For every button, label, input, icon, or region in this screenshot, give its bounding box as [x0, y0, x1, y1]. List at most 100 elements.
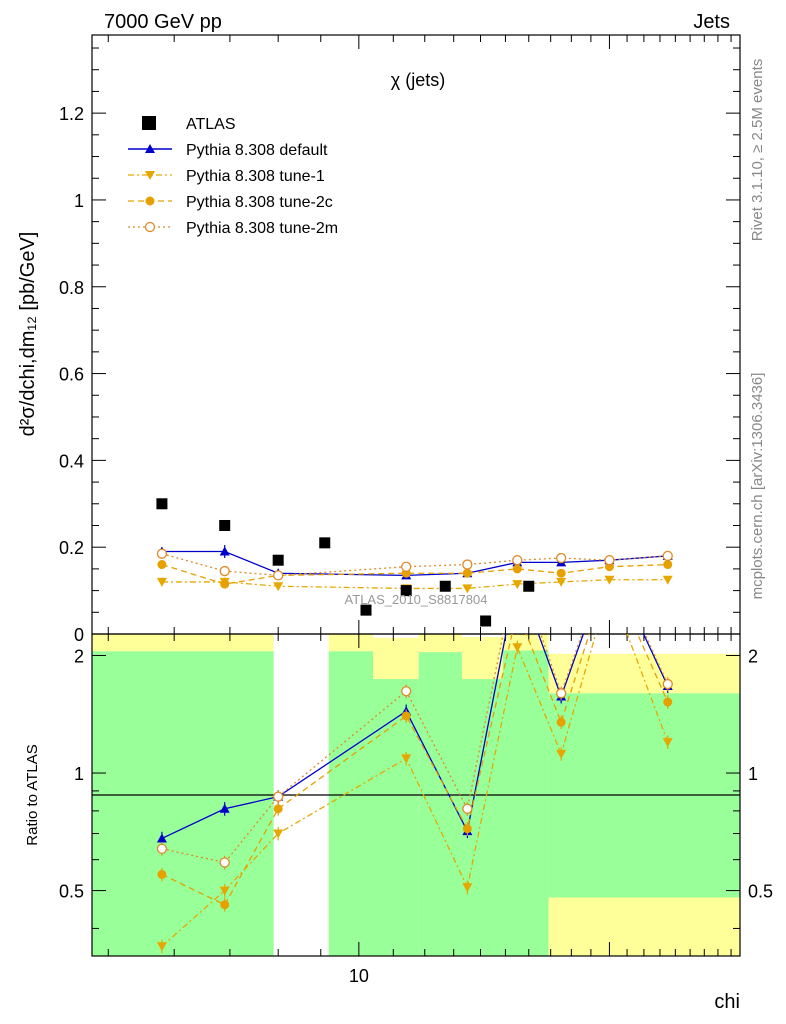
atlas-point: [360, 604, 372, 616]
marker: [462, 883, 473, 893]
y-tick-label-ratio-right: 2: [748, 646, 758, 666]
marker: [156, 942, 167, 952]
marker: [401, 686, 412, 697]
marker: [273, 791, 284, 802]
marker: [513, 606, 522, 615]
marker: [556, 688, 567, 699]
marker: [220, 900, 230, 910]
y-tick-label-main: 0.2: [59, 538, 84, 558]
marker: [556, 717, 566, 727]
series-line: [161, 579, 668, 590]
y-tick-label-ratio: 0.5: [59, 882, 84, 902]
axis-tick-labels: 10 0 0.2 0.4 0.6 0.8 1 1.2 0.5 0.5 1 1 2 2: [59, 104, 773, 986]
marker: [219, 803, 230, 813]
y-tick-label-main: 0.6: [59, 365, 84, 385]
y-tick-label-main: 0.8: [59, 278, 84, 298]
watermark: ATLAS_2010_S8817804: [345, 592, 488, 607]
y-tick-label-main: 0.4: [59, 451, 84, 471]
y-tick-label-ratio-right: 1: [748, 764, 758, 784]
ratio-series: [156, 606, 673, 954]
marker: [219, 565, 230, 577]
legend-marker-tune2c: [145, 196, 155, 206]
marker: [663, 697, 673, 707]
y-tick-label-ratio: 1: [74, 764, 84, 784]
marker: [662, 738, 673, 748]
legend-label-tune1: Pythia 8.308 tune-1: [186, 168, 325, 185]
band-yellow: [548, 897, 740, 956]
plot-title: χ (jets): [391, 70, 445, 90]
marker: [462, 584, 473, 594]
y-axis-label-main: d²σ/dchi,dm₁₂ [pb/GeV]: [17, 232, 39, 437]
y-tick-label-ratio-right: 0.5: [748, 882, 773, 902]
axis-ticks: [92, 35, 740, 956]
legend-label-tune2c: Pythia 8.308 tune-2c: [186, 194, 333, 211]
band-green: [328, 651, 374, 956]
marker: [157, 560, 167, 570]
y-tick-label-main: 1.2: [59, 104, 84, 124]
marker: [556, 749, 567, 759]
marker: [219, 857, 230, 868]
legend-label-atlas: ATLAS: [186, 116, 236, 133]
marker: [156, 577, 167, 587]
atlas-point: [219, 519, 231, 531]
y-tick-label-ratio: 2: [74, 646, 84, 666]
band-yellow: [461, 637, 504, 680]
legend-marker-tune2m: [144, 221, 156, 233]
marker: [273, 804, 283, 814]
marker: [462, 568, 472, 578]
marker: [273, 829, 284, 839]
marker: [273, 582, 284, 592]
band-green: [418, 652, 462, 956]
band-yellow: [92, 634, 274, 652]
marker: [662, 575, 673, 585]
band-yellow: [328, 634, 374, 652]
main-series: [156, 545, 673, 594]
marker: [156, 548, 168, 559]
legend-marker-atlas: [142, 116, 156, 130]
marker: [156, 843, 168, 854]
legend-marker-default: [145, 144, 155, 153]
series-line: [161, 550, 668, 577]
atlas-point: [480, 615, 492, 627]
marker: [462, 824, 472, 834]
mcplots-label: mcplots.cern.ch [arXiv:1306.3436]: [749, 373, 766, 600]
atlas-point: [523, 580, 535, 592]
x-tick-label: 10: [349, 966, 369, 986]
band-green: [503, 650, 549, 956]
marker: [462, 559, 473, 570]
marker: [662, 678, 673, 690]
marker: [663, 560, 673, 570]
marker: [219, 886, 230, 896]
atlas-point: [439, 580, 451, 592]
marker: [401, 711, 411, 721]
band-green: [373, 679, 419, 956]
band-green: [461, 679, 504, 956]
band-green: [92, 651, 274, 956]
y-tick-label-main: 0: [74, 625, 84, 645]
rivet-label: Rivet 3.1.10, ≥ 2.5M events: [749, 59, 766, 242]
marker: [156, 833, 167, 843]
marker: [512, 643, 523, 653]
atlas-point: [272, 554, 284, 566]
marker: [512, 564, 522, 574]
y-axis-label-ratio: Ratio to ATLAS: [24, 744, 41, 845]
legend-label-tune2m: Pythia 8.308 tune-2m: [186, 220, 338, 237]
legend-label-default: Pythia 8.308 default: [186, 142, 328, 159]
atlas-data-points: [156, 498, 535, 627]
marker: [512, 580, 523, 590]
atlas-point: [319, 537, 331, 549]
atlas-point: [156, 498, 168, 510]
marker: [219, 546, 230, 556]
marker: [462, 803, 473, 814]
marker: [604, 555, 615, 566]
marker: [512, 555, 523, 566]
atlas-point: [400, 585, 412, 597]
legend: ATLAS Pythia 8.308 default Pythia 8.308 …: [128, 116, 338, 237]
y-tick-label-main: 1: [74, 191, 84, 211]
marker: [401, 754, 412, 764]
band-yellow: [418, 634, 462, 653]
marker: [556, 552, 567, 564]
series-line: [161, 563, 668, 585]
marker: [662, 550, 673, 562]
header-left: 7000 GeV pp: [104, 11, 222, 33]
